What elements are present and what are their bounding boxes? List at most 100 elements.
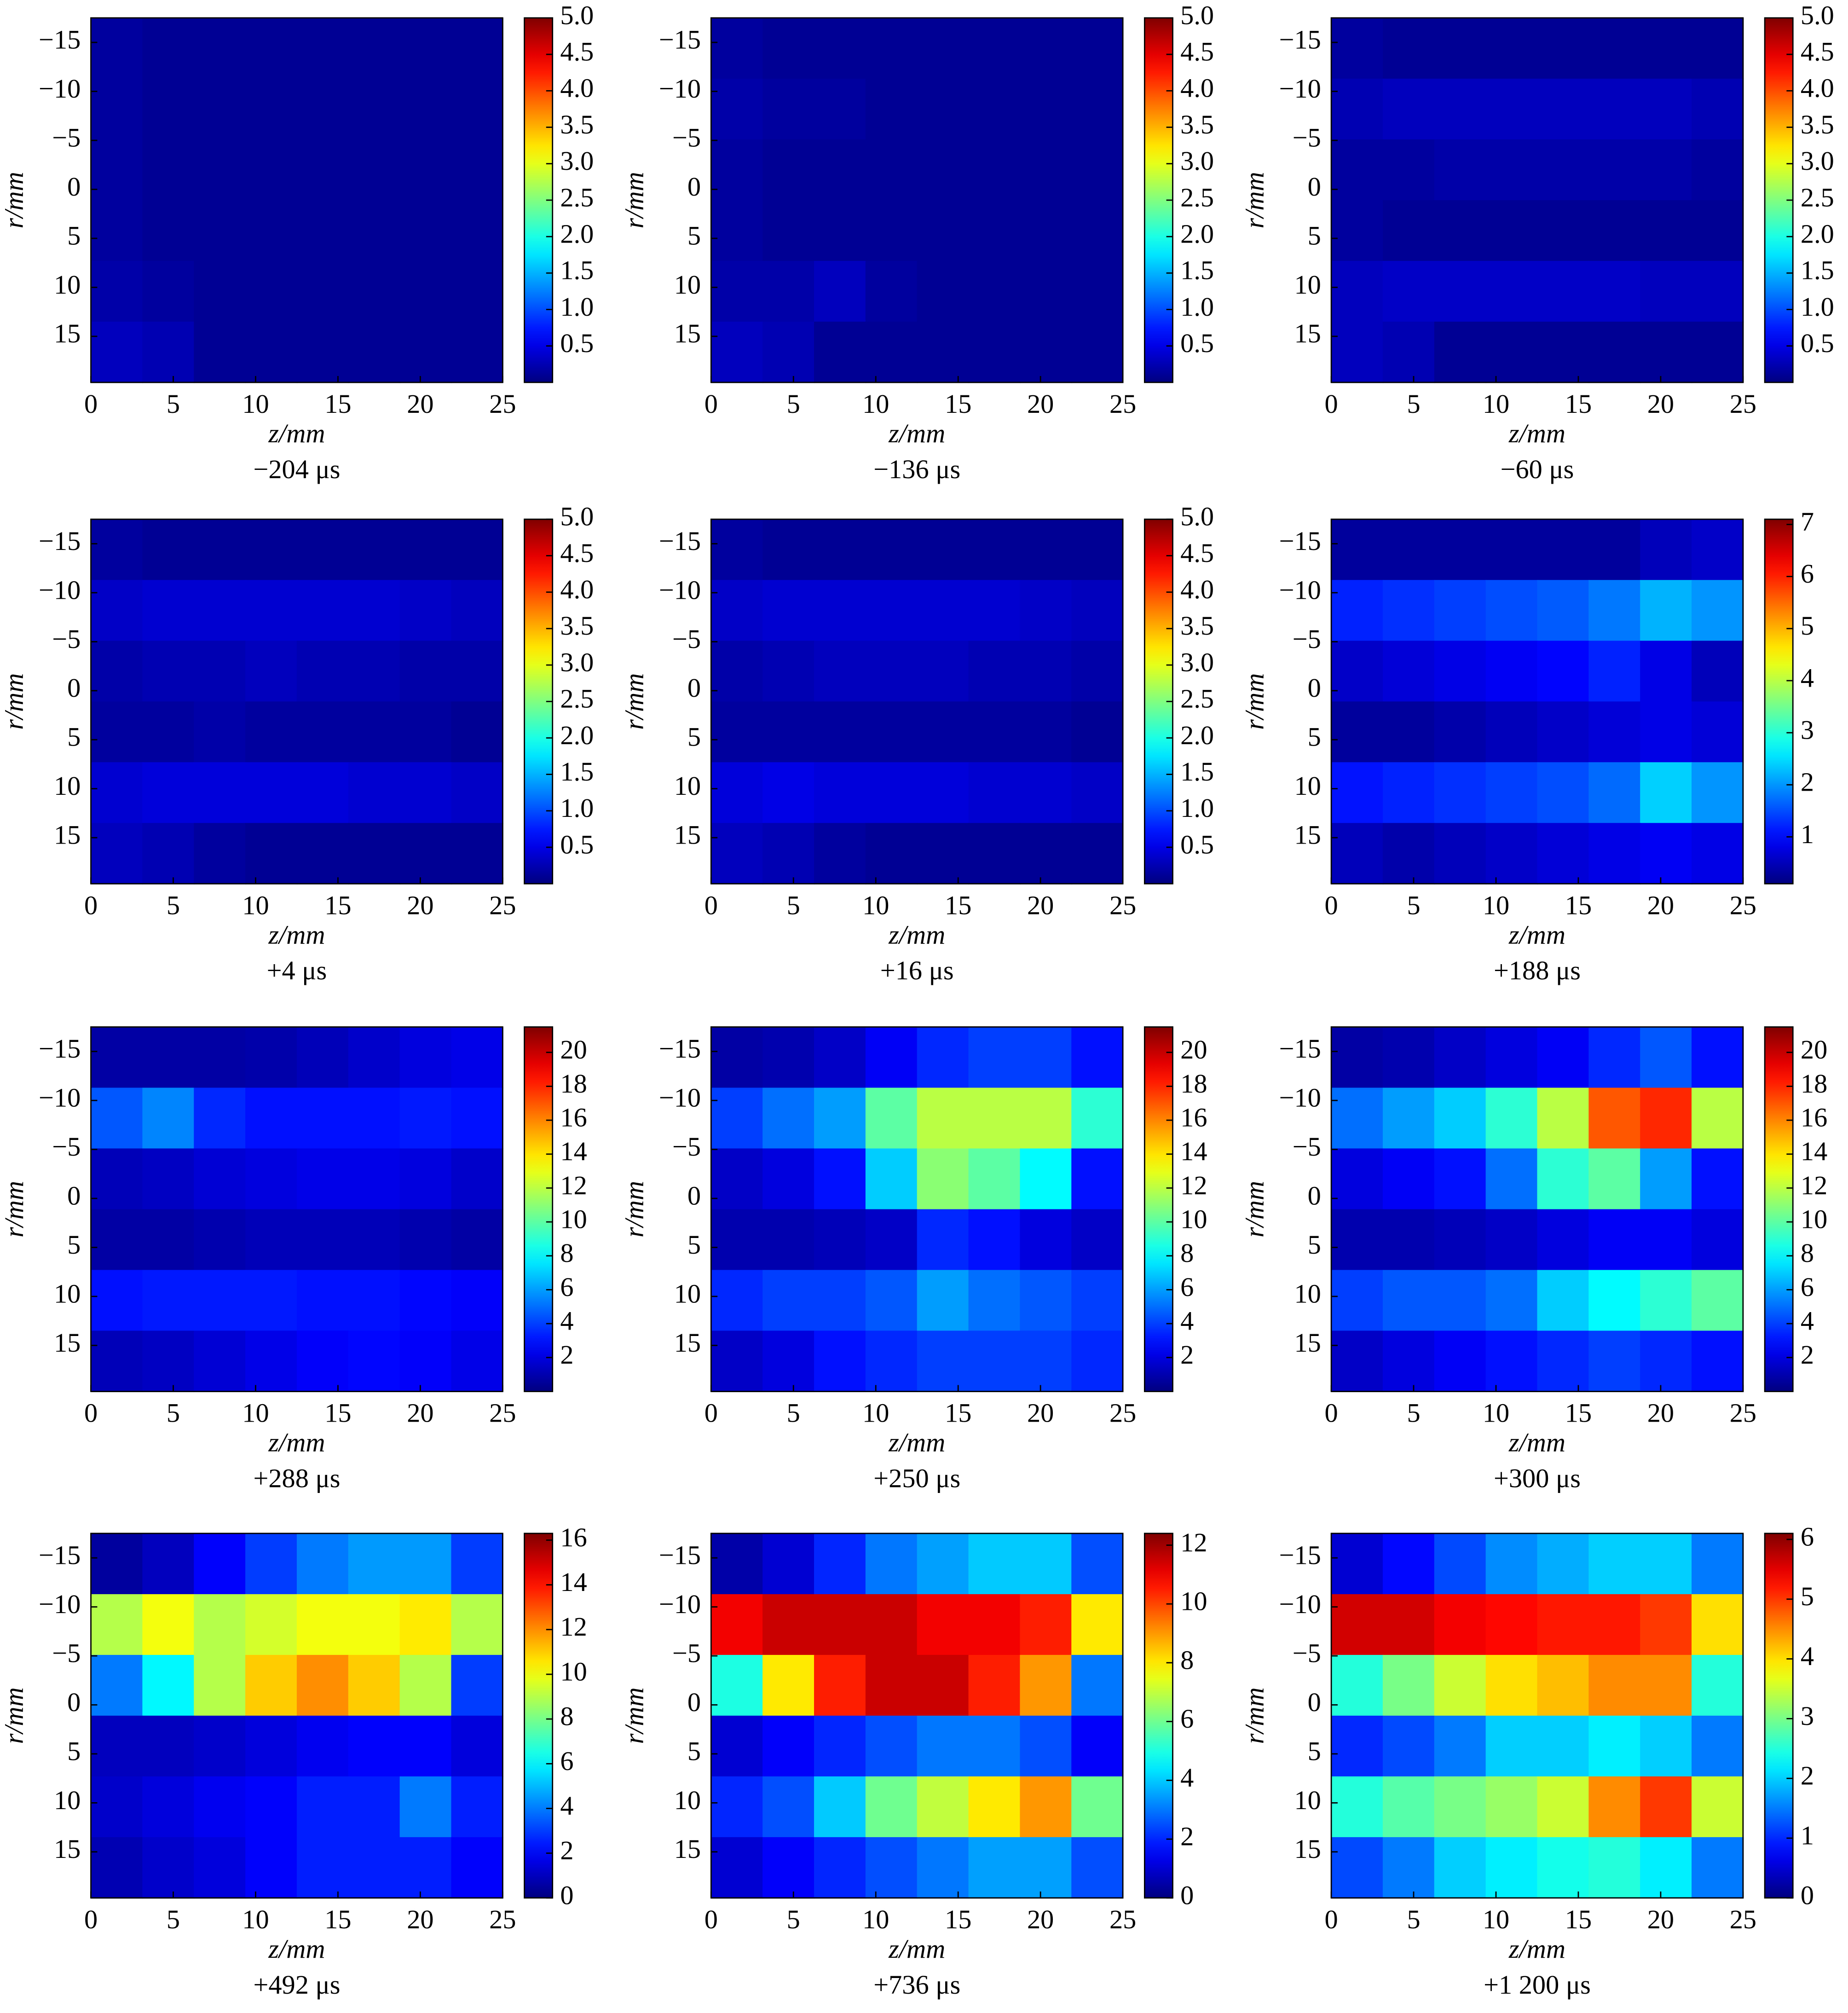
heat-cell bbox=[194, 1776, 246, 1838]
x-tick-label: 10 bbox=[862, 890, 889, 920]
panel-title: −60 μs bbox=[1501, 454, 1574, 484]
colorbar-tick-label: 14 bbox=[560, 1136, 587, 1166]
colorbar-tick-label: 4 bbox=[560, 1791, 573, 1821]
heat-cell bbox=[917, 823, 969, 885]
heat-cell bbox=[711, 1837, 763, 1899]
colorbar-tick-label: 4.0 bbox=[560, 73, 594, 103]
heat-cell bbox=[711, 1087, 763, 1149]
heat-cell bbox=[1640, 519, 1692, 581]
heat-cell bbox=[1071, 701, 1124, 763]
x-tick-label: 15 bbox=[324, 389, 351, 419]
heat-cell bbox=[91, 1330, 143, 1392]
y-tick-label: 5 bbox=[1308, 1736, 1321, 1766]
heat-cell bbox=[1020, 1837, 1072, 1899]
x-tick-label: 5 bbox=[1407, 1904, 1420, 1934]
colorbar-tick-label: 10 bbox=[560, 1204, 587, 1234]
heat-cell bbox=[1692, 1270, 1744, 1331]
heat-cell bbox=[91, 17, 143, 80]
heat-cell bbox=[865, 1270, 918, 1331]
heat-cell bbox=[917, 1837, 969, 1899]
y-axis-label: r/mm bbox=[619, 172, 649, 228]
heat-cell bbox=[711, 78, 763, 140]
heat-cell bbox=[91, 1209, 143, 1271]
y-tick-label: 5 bbox=[67, 220, 81, 250]
x-tick-label: 10 bbox=[242, 389, 269, 419]
heat-cell bbox=[1640, 701, 1692, 763]
heat-cell bbox=[91, 519, 143, 581]
heat-cell bbox=[91, 1087, 143, 1149]
y-axis-label: r/mm bbox=[1239, 172, 1269, 228]
heat-cell bbox=[348, 641, 401, 702]
colorbar bbox=[1143, 1026, 1173, 1392]
colorbar-tick-label: 10 bbox=[1180, 1204, 1207, 1234]
y-tick-label: 5 bbox=[1308, 220, 1321, 250]
heat-cell bbox=[711, 762, 763, 824]
heat-cell bbox=[194, 1209, 246, 1271]
heat-cell bbox=[1382, 641, 1435, 702]
heat-cell bbox=[451, 321, 503, 383]
heat-cell bbox=[917, 1087, 969, 1149]
heat-cell bbox=[1071, 580, 1124, 642]
panel-title: +492 μs bbox=[253, 1970, 340, 2000]
heat-cell bbox=[1331, 78, 1384, 140]
heat-cell bbox=[814, 1270, 866, 1331]
heat-cell bbox=[142, 321, 195, 383]
heat-cell bbox=[1434, 17, 1487, 80]
heat-cell bbox=[399, 762, 452, 824]
x-tick-label: 5 bbox=[167, 1398, 180, 1428]
heat-cell bbox=[91, 1148, 143, 1210]
y-tick-label: −5 bbox=[52, 1638, 81, 1668]
heat-cell bbox=[1020, 260, 1072, 323]
y-tick-label: 5 bbox=[67, 1230, 81, 1260]
plot-frame bbox=[1330, 518, 1744, 885]
colorbar-tick-label: 2 bbox=[1801, 1340, 1814, 1370]
heat-cell bbox=[194, 701, 246, 763]
x-tick-label: 0 bbox=[705, 389, 718, 419]
heat-cell bbox=[1692, 1027, 1744, 1088]
heat-cell bbox=[1588, 519, 1641, 581]
x-tick-label: 5 bbox=[1407, 890, 1420, 920]
x-tick-label: 5 bbox=[787, 389, 800, 419]
heat-cell bbox=[1485, 1594, 1538, 1656]
x-tick-label: 10 bbox=[862, 389, 889, 419]
heat-cell bbox=[1588, 1654, 1641, 1717]
heat-cell bbox=[1537, 78, 1589, 140]
heat-cell bbox=[1331, 1209, 1384, 1271]
panel-title: −136 μs bbox=[873, 454, 960, 484]
panel-title: +300 μs bbox=[1494, 1463, 1581, 1493]
heat-cell bbox=[296, 200, 349, 262]
heat-cell bbox=[91, 1270, 143, 1331]
heat-cell bbox=[968, 260, 1021, 323]
colorbar-tick-label: 2 bbox=[1801, 1761, 1814, 1791]
heat-cell bbox=[1640, 139, 1692, 201]
heat-cell bbox=[142, 78, 195, 140]
colorbar-tick-label: 4.5 bbox=[1180, 538, 1214, 568]
heat-cell bbox=[348, 823, 401, 885]
plot-frame bbox=[90, 17, 503, 383]
heat-cell bbox=[711, 1654, 763, 1717]
heat-cell bbox=[1071, 519, 1124, 581]
heat-cell bbox=[865, 1209, 918, 1271]
heat-cell bbox=[814, 701, 866, 763]
colorbar-tick-label: 3 bbox=[1801, 1701, 1814, 1731]
heat-cell bbox=[917, 321, 969, 383]
heat-cell bbox=[1537, 1209, 1589, 1271]
heat-cell bbox=[91, 78, 143, 140]
colorbar-tick-label: 20 bbox=[560, 1035, 587, 1064]
heat-cell bbox=[762, 1209, 815, 1271]
y-tick-label: 15 bbox=[674, 1834, 701, 1864]
heat-cell bbox=[865, 260, 918, 323]
colorbar-tick-label: 4 bbox=[1801, 663, 1814, 693]
heat-cell bbox=[142, 139, 195, 201]
heat-cell bbox=[1382, 823, 1435, 885]
x-tick-label: 10 bbox=[862, 1904, 889, 1934]
heat-cell bbox=[1485, 580, 1538, 642]
heat-cell bbox=[1434, 641, 1487, 702]
heat-cell bbox=[917, 1209, 969, 1271]
heat-cell bbox=[245, 17, 298, 80]
heat-cell bbox=[1692, 17, 1744, 80]
heat-cell bbox=[1640, 1776, 1692, 1838]
heat-cell bbox=[348, 1027, 401, 1088]
